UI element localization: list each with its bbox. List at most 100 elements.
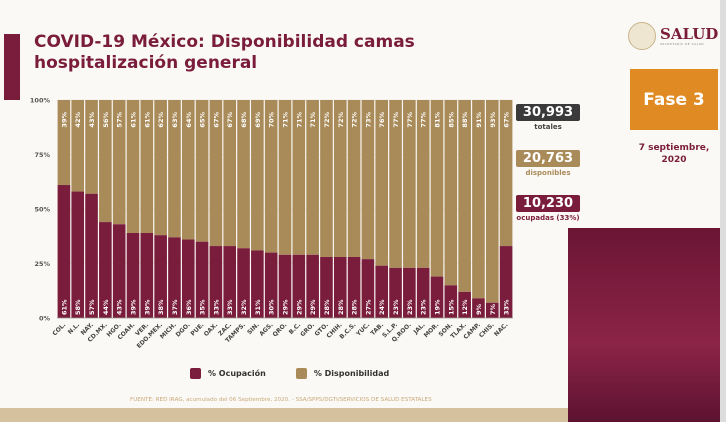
- bar-disponibilidad: [126, 100, 140, 233]
- x-tick-label: PUE.: [189, 321, 205, 337]
- salud-logo: SALUD SECRETARÍA DE SALUD: [628, 22, 718, 50]
- bar-disponibilidad: [347, 100, 361, 257]
- data-label-disponibilidad: 64%: [185, 112, 193, 128]
- data-label-ocupacion: 33%: [226, 299, 234, 315]
- seal-icon: [628, 22, 656, 50]
- data-label-ocupacion: 28%: [323, 299, 331, 315]
- legend-occupied: % Ocupación: [190, 368, 266, 379]
- bar-ocupacion: [278, 254, 292, 318]
- bar-disponibilidad: [389, 100, 402, 268]
- data-label-ocupacion: 43%: [116, 299, 124, 315]
- y-tick-label: 50%: [34, 206, 50, 214]
- data-label-disponibilidad: 72%: [323, 112, 331, 128]
- bar-disponibilidad: [71, 100, 85, 192]
- bar-disponibilidad: [485, 100, 499, 303]
- source-note: FUENTE: RED IRAG, acumulado del 06 Septi…: [130, 397, 432, 403]
- stat-available-label: disponibles: [525, 169, 571, 177]
- bar-ocupacion: [140, 232, 154, 318]
- bar-ocupacion: [333, 256, 347, 318]
- y-tick-label: 75%: [34, 151, 50, 159]
- bar-ocupacion: [416, 267, 430, 318]
- data-label-ocupacion: 44%: [102, 299, 110, 315]
- data-label-disponibilidad: 85%: [447, 112, 455, 128]
- bar-disponibilidad: [306, 100, 319, 255]
- data-label-ocupacion: 36%: [185, 299, 193, 315]
- bar-disponibilidad: [264, 100, 278, 253]
- bar-disponibilidad: [499, 100, 513, 247]
- data-label-disponibilidad: 56%: [102, 112, 110, 128]
- data-label-ocupacion: 24%: [378, 299, 386, 315]
- stat-occupied-value: 10,230: [516, 195, 580, 212]
- bar-disponibilidad: [430, 100, 444, 277]
- report-date: 7 septiembre, 2020: [638, 143, 710, 165]
- bar-ocupacion: [361, 259, 375, 318]
- data-label-disponibilidad: 73%: [364, 112, 372, 128]
- data-label-ocupacion: 32%: [240, 299, 248, 315]
- stat-total-label: totales: [534, 123, 562, 131]
- data-label-ocupacion: 37%: [171, 299, 179, 315]
- x-tick-label: NAC.: [493, 321, 510, 338]
- data-label-ocupacion: 23%: [420, 299, 428, 315]
- legend-available-label: % Disponibilidad: [313, 369, 390, 378]
- phase-badge: Fase 3: [630, 69, 718, 130]
- bar-ocupacion: [209, 246, 223, 318]
- footer-bar: [0, 408, 726, 422]
- data-label-disponibilidad: 65%: [199, 112, 207, 128]
- bar-disponibilidad: [458, 100, 471, 292]
- data-label-ocupacion: 23%: [392, 299, 400, 315]
- y-tick-label: 0%: [39, 315, 51, 323]
- bar-ocupacion: [320, 256, 333, 318]
- data-label-ocupacion: 9%: [475, 303, 483, 315]
- bar-ocupacion: [264, 252, 278, 318]
- data-label-disponibilidad: 62%: [157, 112, 165, 128]
- bar-ocupacion: [223, 246, 237, 318]
- bar-disponibilidad: [292, 100, 306, 255]
- data-label-disponibilidad: 77%: [420, 112, 428, 128]
- bar-ocupacion: [389, 267, 402, 318]
- data-label-disponibilidad: 93%: [489, 112, 497, 128]
- bar-disponibilidad: [320, 100, 333, 257]
- bar-disponibilidad: [223, 100, 237, 247]
- bar-disponibilidad: [181, 100, 195, 240]
- stat-available: 20,763 disponibles: [516, 150, 580, 178]
- data-label-disponibilidad: 42%: [74, 112, 82, 128]
- sign-language-interpreter-video: [568, 228, 726, 422]
- bar-ocupacion: [403, 267, 416, 318]
- data-label-disponibilidad: 61%: [130, 112, 138, 128]
- x-tick-label: YUC.: [354, 321, 371, 338]
- bar-ocupacion: [168, 237, 181, 318]
- bar-ocupacion: [458, 291, 471, 318]
- x-tick-label: OAX.: [203, 321, 220, 338]
- bar-disponibilidad: [195, 100, 209, 242]
- bar-disponibilidad: [85, 100, 98, 194]
- data-label-ocupacion: 29%: [295, 299, 303, 315]
- data-label-disponibilidad: 88%: [461, 112, 469, 128]
- data-label-disponibilidad: 63%: [171, 112, 179, 128]
- bar-disponibilidad: [333, 100, 347, 257]
- stat-occupied: 10,230 ocupadas (33%): [516, 195, 580, 223]
- bar-ocupacion: [292, 254, 306, 318]
- data-label-disponibilidad: 69%: [254, 112, 262, 128]
- logo-subtitle: SECRETARÍA DE SALUD: [660, 41, 705, 46]
- legend-swatch-available: [295, 368, 307, 379]
- bar-disponibilidad: [444, 100, 458, 286]
- data-label-disponibilidad: 81%: [434, 112, 442, 128]
- data-label-disponibilidad: 39%: [60, 112, 68, 128]
- data-label-disponibilidad: 71%: [282, 112, 290, 128]
- bar-disponibilidad: [140, 100, 154, 233]
- bar-ocupacion: [181, 239, 195, 318]
- bar-ocupacion: [195, 241, 209, 318]
- bar-disponibilidad: [57, 100, 71, 186]
- bar-disponibilidad: [472, 100, 485, 299]
- data-label-disponibilidad: 67%: [226, 112, 234, 128]
- bar-ocupacion: [306, 254, 319, 318]
- data-label-ocupacion: 29%: [309, 299, 317, 315]
- data-label-disponibilidad: 72%: [351, 112, 359, 128]
- data-label-ocupacion: 19%: [434, 299, 442, 315]
- data-label-disponibilidad: 76%: [378, 112, 386, 128]
- x-tick-label: MOR.: [423, 321, 441, 339]
- data-label-disponibilidad: 77%: [406, 112, 414, 128]
- bar-disponibilidad: [278, 100, 292, 255]
- data-label-ocupacion: 39%: [143, 299, 151, 315]
- bar-ocupacion: [251, 250, 264, 318]
